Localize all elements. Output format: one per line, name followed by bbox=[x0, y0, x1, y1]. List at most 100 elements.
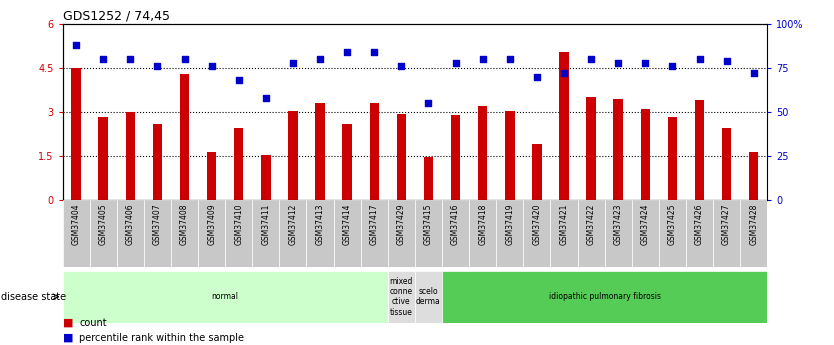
Bar bbox=[451, 115, 460, 200]
Point bbox=[720, 58, 733, 64]
Text: GSM37404: GSM37404 bbox=[72, 204, 81, 245]
Point bbox=[259, 95, 273, 101]
Text: GSM37425: GSM37425 bbox=[668, 204, 677, 245]
Bar bbox=[524, 200, 550, 267]
Bar bbox=[741, 200, 767, 267]
Bar bbox=[695, 100, 704, 200]
Bar bbox=[722, 128, 731, 200]
Text: GSM37410: GSM37410 bbox=[234, 204, 244, 245]
Bar bbox=[180, 74, 189, 200]
Bar bbox=[686, 200, 713, 267]
Bar bbox=[397, 114, 406, 200]
Bar bbox=[560, 52, 569, 200]
Point bbox=[666, 63, 679, 69]
Text: normal: normal bbox=[212, 292, 239, 301]
Point bbox=[693, 57, 706, 62]
Point bbox=[530, 74, 544, 80]
Text: GSM37421: GSM37421 bbox=[560, 204, 569, 245]
Text: GSM37422: GSM37422 bbox=[586, 204, 595, 245]
Bar bbox=[532, 145, 541, 200]
Bar bbox=[415, 200, 442, 267]
Text: GSM37405: GSM37405 bbox=[98, 204, 108, 245]
Text: GSM37406: GSM37406 bbox=[126, 204, 135, 245]
Text: GSM37427: GSM37427 bbox=[722, 204, 731, 245]
Bar bbox=[253, 200, 279, 267]
Bar bbox=[586, 98, 595, 200]
Bar bbox=[442, 271, 767, 323]
Point bbox=[585, 57, 598, 62]
Bar bbox=[659, 200, 686, 267]
Bar bbox=[388, 200, 415, 267]
Bar bbox=[668, 117, 677, 200]
Point bbox=[557, 71, 570, 76]
Text: GSM37407: GSM37407 bbox=[153, 204, 162, 245]
Text: GSM37418: GSM37418 bbox=[478, 204, 487, 245]
Bar bbox=[207, 152, 216, 200]
Text: GSM37417: GSM37417 bbox=[369, 204, 379, 245]
Text: percentile rank within the sample: percentile rank within the sample bbox=[79, 333, 244, 343]
Bar bbox=[289, 111, 298, 200]
Bar bbox=[605, 200, 632, 267]
Text: GSM37420: GSM37420 bbox=[532, 204, 541, 245]
Text: GDS1252 / 74,45: GDS1252 / 74,45 bbox=[63, 10, 169, 23]
Bar bbox=[369, 104, 379, 200]
Text: count: count bbox=[79, 318, 107, 327]
Bar bbox=[749, 152, 758, 200]
Text: idiopathic pulmonary fibrosis: idiopathic pulmonary fibrosis bbox=[549, 292, 661, 301]
Point bbox=[232, 78, 245, 83]
Point bbox=[503, 57, 516, 62]
Bar bbox=[315, 104, 324, 200]
Text: GSM37419: GSM37419 bbox=[505, 204, 515, 245]
Bar bbox=[614, 99, 623, 200]
Bar bbox=[143, 200, 171, 267]
Bar bbox=[713, 200, 741, 267]
Bar bbox=[334, 200, 361, 267]
Point bbox=[205, 63, 219, 69]
Bar bbox=[641, 109, 650, 200]
Bar bbox=[198, 200, 225, 267]
Point bbox=[314, 57, 327, 62]
Bar bbox=[415, 271, 442, 323]
Text: GSM37415: GSM37415 bbox=[424, 204, 433, 245]
Bar bbox=[578, 200, 605, 267]
Text: scelo
derma: scelo derma bbox=[416, 287, 441, 306]
Bar bbox=[632, 200, 659, 267]
Text: ■: ■ bbox=[63, 333, 73, 343]
Point bbox=[178, 57, 191, 62]
Point bbox=[286, 60, 299, 66]
Bar bbox=[361, 200, 388, 267]
Bar bbox=[117, 200, 144, 267]
Point bbox=[69, 42, 83, 48]
Text: GSM37411: GSM37411 bbox=[261, 204, 270, 245]
Text: GSM37408: GSM37408 bbox=[180, 204, 189, 245]
Text: GSM37416: GSM37416 bbox=[451, 204, 460, 245]
Text: GSM37426: GSM37426 bbox=[695, 204, 704, 245]
Bar bbox=[126, 112, 135, 200]
Bar bbox=[225, 200, 253, 267]
Bar bbox=[442, 200, 470, 267]
Point bbox=[340, 50, 354, 55]
Bar bbox=[478, 106, 487, 200]
Bar bbox=[550, 200, 578, 267]
Point bbox=[476, 57, 490, 62]
Point bbox=[449, 60, 462, 66]
Text: GSM37412: GSM37412 bbox=[289, 204, 298, 245]
Bar bbox=[90, 200, 117, 267]
Point bbox=[394, 63, 408, 69]
Point bbox=[422, 101, 435, 106]
Bar bbox=[343, 124, 352, 200]
Bar bbox=[234, 128, 244, 200]
Bar bbox=[98, 117, 108, 200]
Point bbox=[151, 63, 164, 69]
Bar bbox=[307, 200, 334, 267]
Text: GSM37424: GSM37424 bbox=[641, 204, 650, 245]
Point bbox=[123, 57, 137, 62]
Bar bbox=[153, 124, 162, 200]
Bar bbox=[171, 200, 198, 267]
Bar bbox=[496, 200, 524, 267]
Text: GSM37428: GSM37428 bbox=[749, 204, 758, 245]
Bar bbox=[279, 200, 307, 267]
Bar bbox=[261, 155, 270, 200]
Text: GSM37423: GSM37423 bbox=[614, 204, 623, 245]
Bar bbox=[72, 68, 81, 200]
